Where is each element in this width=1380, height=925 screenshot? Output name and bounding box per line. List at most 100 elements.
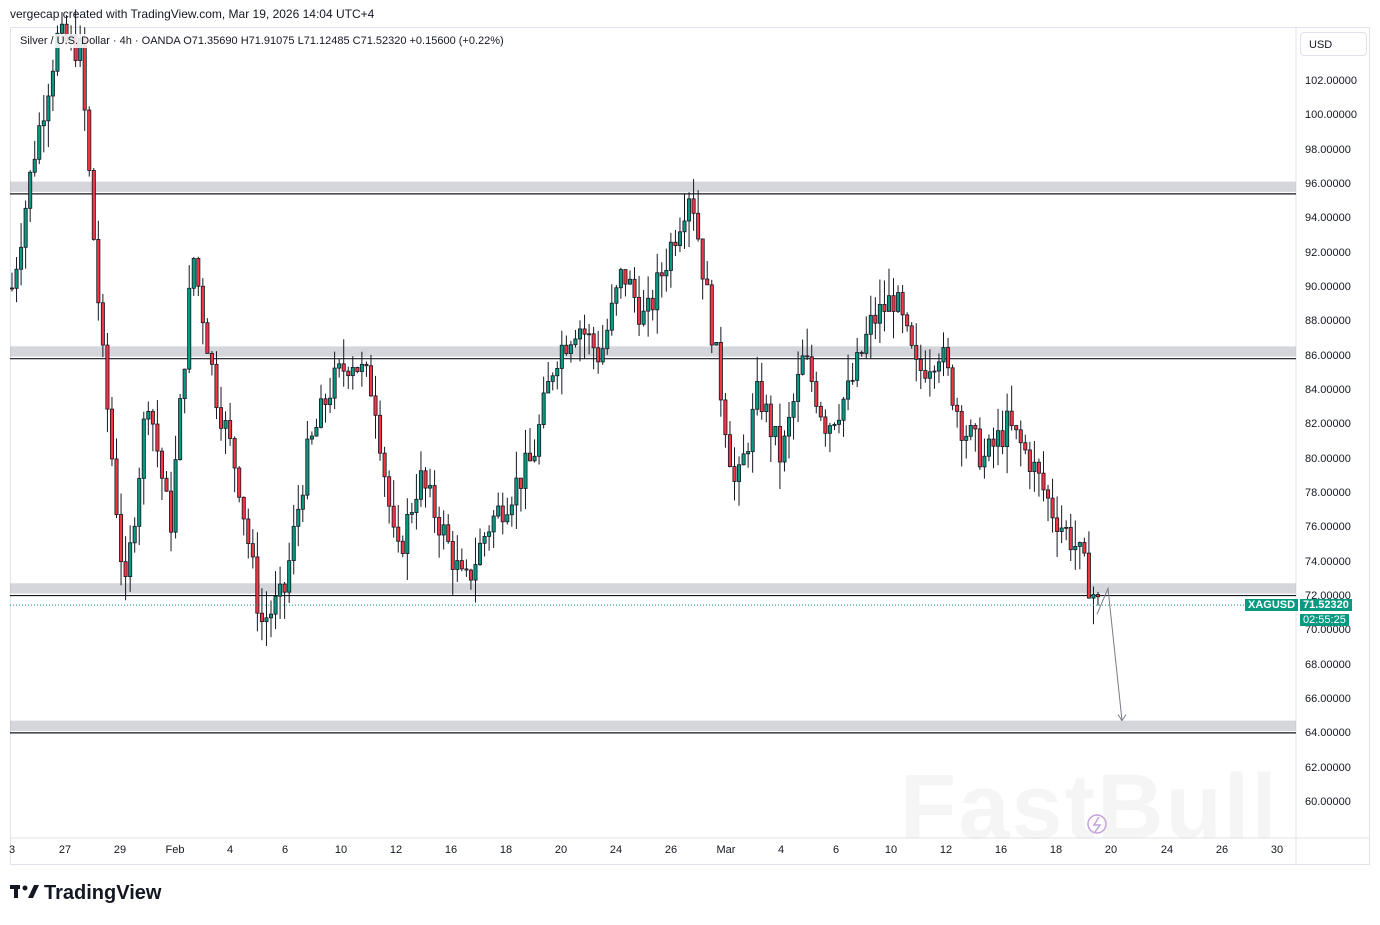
candle-body bbox=[805, 355, 810, 358]
candle-body bbox=[1050, 497, 1055, 519]
candle-body bbox=[964, 435, 969, 441]
candle-body bbox=[777, 426, 782, 463]
candle-body bbox=[32, 158, 37, 173]
candle-body bbox=[737, 464, 742, 482]
candle-body bbox=[55, 32, 60, 72]
candle-body bbox=[450, 540, 455, 570]
candle-body bbox=[164, 477, 169, 492]
candle-body bbox=[796, 373, 801, 402]
candle-body bbox=[232, 438, 237, 469]
candle-body bbox=[155, 423, 160, 452]
zone-band bbox=[10, 181, 1296, 192]
candle-body bbox=[468, 569, 473, 581]
price-tick-label: 96.00000 bbox=[1305, 178, 1351, 190]
price-tick-label: 68.00000 bbox=[1305, 658, 1351, 671]
candle-body bbox=[119, 514, 124, 563]
time-tick-label: 26 bbox=[664, 844, 678, 856]
candle-body bbox=[528, 452, 533, 462]
candle-body bbox=[82, 37, 87, 111]
candle-body bbox=[359, 363, 364, 372]
candle-body bbox=[1077, 542, 1082, 547]
candle-body bbox=[918, 358, 923, 371]
time-tick-label: 18 bbox=[1049, 844, 1063, 856]
countdown-tag: 02:55:25 bbox=[1300, 614, 1349, 626]
candle-body bbox=[487, 531, 492, 537]
candle-body bbox=[836, 419, 841, 425]
candle-body bbox=[1091, 594, 1096, 599]
candle-body bbox=[205, 322, 210, 354]
candle-body bbox=[814, 381, 819, 407]
candle-body bbox=[768, 403, 773, 438]
candle-body bbox=[927, 371, 932, 379]
candle-body bbox=[600, 348, 605, 363]
candle-body bbox=[314, 426, 319, 437]
candle-body bbox=[1086, 552, 1091, 599]
candle-body bbox=[418, 470, 423, 500]
candle-body bbox=[255, 556, 260, 614]
time-tick-label: 12 bbox=[389, 844, 403, 856]
zone-band bbox=[10, 583, 1296, 594]
candle-body bbox=[355, 366, 360, 372]
candle-body bbox=[1009, 410, 1014, 426]
candle-body bbox=[223, 420, 228, 429]
candle-body bbox=[936, 361, 941, 372]
candle-body bbox=[1096, 594, 1101, 598]
candle-body bbox=[886, 295, 891, 312]
candle-body bbox=[200, 285, 205, 324]
candle-body bbox=[1082, 542, 1087, 554]
candle-body bbox=[141, 418, 146, 479]
candle-body bbox=[991, 438, 996, 447]
time-tick-label: 27 bbox=[58, 844, 72, 856]
candle-body bbox=[287, 560, 292, 593]
candle-body bbox=[809, 356, 814, 382]
price-tick-label: 76.00000 bbox=[1305, 521, 1351, 534]
tradingview-logo[interactable]: TradingView bbox=[10, 882, 161, 905]
candle-body bbox=[968, 425, 973, 437]
price-tick-label: 100.00000 bbox=[1305, 109, 1357, 122]
candle-body bbox=[128, 542, 133, 578]
candle-body bbox=[782, 435, 787, 463]
candle-body bbox=[723, 399, 728, 436]
candle-body bbox=[709, 284, 714, 346]
candle-body bbox=[673, 241, 678, 246]
symbol-legend: Silver / U.S. Dollar · 4h · OANDA O71.35… bbox=[18, 34, 506, 48]
candle-body bbox=[191, 258, 196, 289]
price-tick-label: 90.00000 bbox=[1305, 281, 1351, 293]
candle-body bbox=[41, 120, 46, 127]
price-tick-label: 62.00000 bbox=[1305, 761, 1351, 774]
candle-body bbox=[986, 438, 991, 457]
currency-selector[interactable]: USD bbox=[1300, 32, 1367, 56]
candle-body bbox=[459, 560, 464, 570]
candle-body bbox=[832, 423, 837, 427]
candle-body bbox=[932, 370, 937, 373]
candle-body bbox=[909, 325, 914, 346]
price-tick-label: 94.00000 bbox=[1305, 212, 1351, 225]
candle-body bbox=[50, 70, 55, 97]
candle-body bbox=[605, 329, 610, 350]
candle-body bbox=[1055, 517, 1060, 532]
candle-body bbox=[959, 410, 964, 441]
candle-body bbox=[278, 583, 283, 597]
price-tick-label: 82.00000 bbox=[1305, 418, 1351, 431]
candle-body bbox=[668, 241, 673, 271]
candle-body bbox=[446, 524, 451, 542]
time-tick-label: 12 bbox=[939, 844, 953, 856]
price-tick-label: 98.00000 bbox=[1305, 143, 1351, 156]
candle-body bbox=[591, 333, 596, 349]
candle-body bbox=[37, 125, 42, 160]
candle-body bbox=[1000, 430, 1005, 448]
time-tick-label: 4 bbox=[777, 844, 785, 856]
candle-body bbox=[818, 405, 823, 418]
projection-arrowhead bbox=[1117, 714, 1127, 722]
time-tick-label: 6 bbox=[281, 844, 289, 856]
candle-body bbox=[714, 342, 719, 346]
candle-body bbox=[614, 287, 619, 304]
candle-body bbox=[1041, 472, 1046, 491]
candle-body bbox=[496, 505, 501, 517]
time-tick-label: 30 bbox=[1270, 844, 1284, 856]
time-tick-label: 20 bbox=[1104, 844, 1118, 856]
candle-body bbox=[237, 467, 242, 498]
candle-body bbox=[250, 543, 255, 558]
candle-body bbox=[727, 434, 732, 468]
